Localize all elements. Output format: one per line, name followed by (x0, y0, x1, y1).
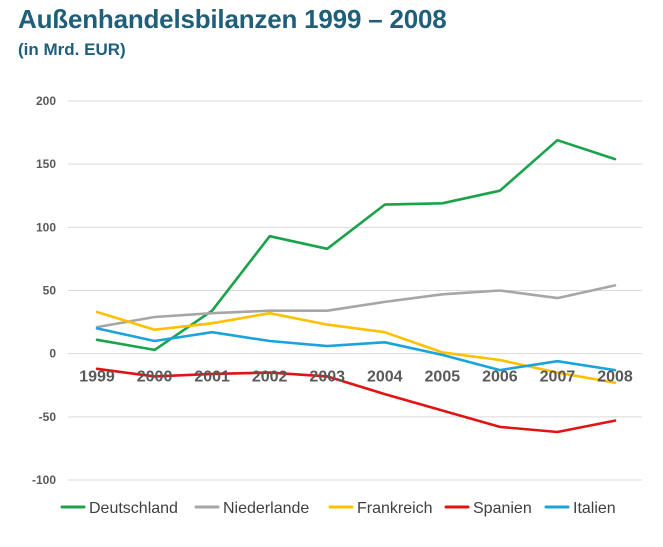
y-tick-label: -50 (39, 410, 57, 424)
x-tick-label: 2001 (194, 369, 230, 386)
y-tick-label: 150 (36, 157, 56, 171)
series-line-niederlande (95, 284, 617, 329)
legend-label: Frankreich (357, 500, 433, 517)
legend-item-spanien: Spanien (444, 500, 532, 517)
y-tick-label: -100 (32, 473, 56, 487)
series-line-deutschland (95, 138, 617, 352)
legend-label: Deutschland (89, 500, 178, 517)
y-tick-label: 50 (43, 284, 57, 298)
x-tick-label: 2007 (540, 369, 576, 386)
x-tick-label: 2002 (252, 369, 288, 386)
series-lines (95, 138, 617, 434)
series-line-italien (95, 327, 617, 372)
legend-label: Spanien (473, 500, 532, 517)
x-tick-label: 2006 (482, 369, 518, 386)
legend: Deutschland Niederlande Frankreich Spanien I… (60, 500, 616, 517)
y-tick-label: 200 (36, 94, 56, 108)
series-line-frankreich (95, 310, 617, 385)
x-tick-label: 2005 (425, 369, 461, 386)
chart-title: Außenhandelsbilanzen 1999 – 2008 (18, 4, 447, 34)
chart-subtitle: (in Mrd. EUR) (18, 40, 126, 59)
x-axis-ticks: 1999 2000 2001 2002 2003 2004 2005 2006 2007 2008 (79, 369, 633, 386)
gridlines (68, 100, 642, 481)
x-tick-label: 2004 (367, 369, 403, 386)
y-axis-ticks: 200 150 100 50 0 -50 -100 (32, 94, 56, 487)
legend-item-italien: Italien (544, 500, 616, 517)
legend-label: Niederlande (223, 500, 309, 517)
legend-item-niederlande: Niederlande (194, 500, 309, 517)
legend-item-deutschland: Deutschland (60, 500, 178, 517)
x-tick-label: 1999 (79, 369, 115, 386)
x-tick-label: 2003 (309, 369, 345, 386)
series-line-spanien (95, 367, 617, 434)
legend-item-frankreich: Frankreich (328, 500, 433, 517)
y-tick-label: 0 (49, 347, 56, 361)
x-tick-label: 2008 (597, 369, 633, 386)
legend-label: Italien (573, 500, 616, 517)
y-tick-label: 100 (36, 220, 56, 234)
x-tick-label: 2000 (137, 369, 173, 386)
